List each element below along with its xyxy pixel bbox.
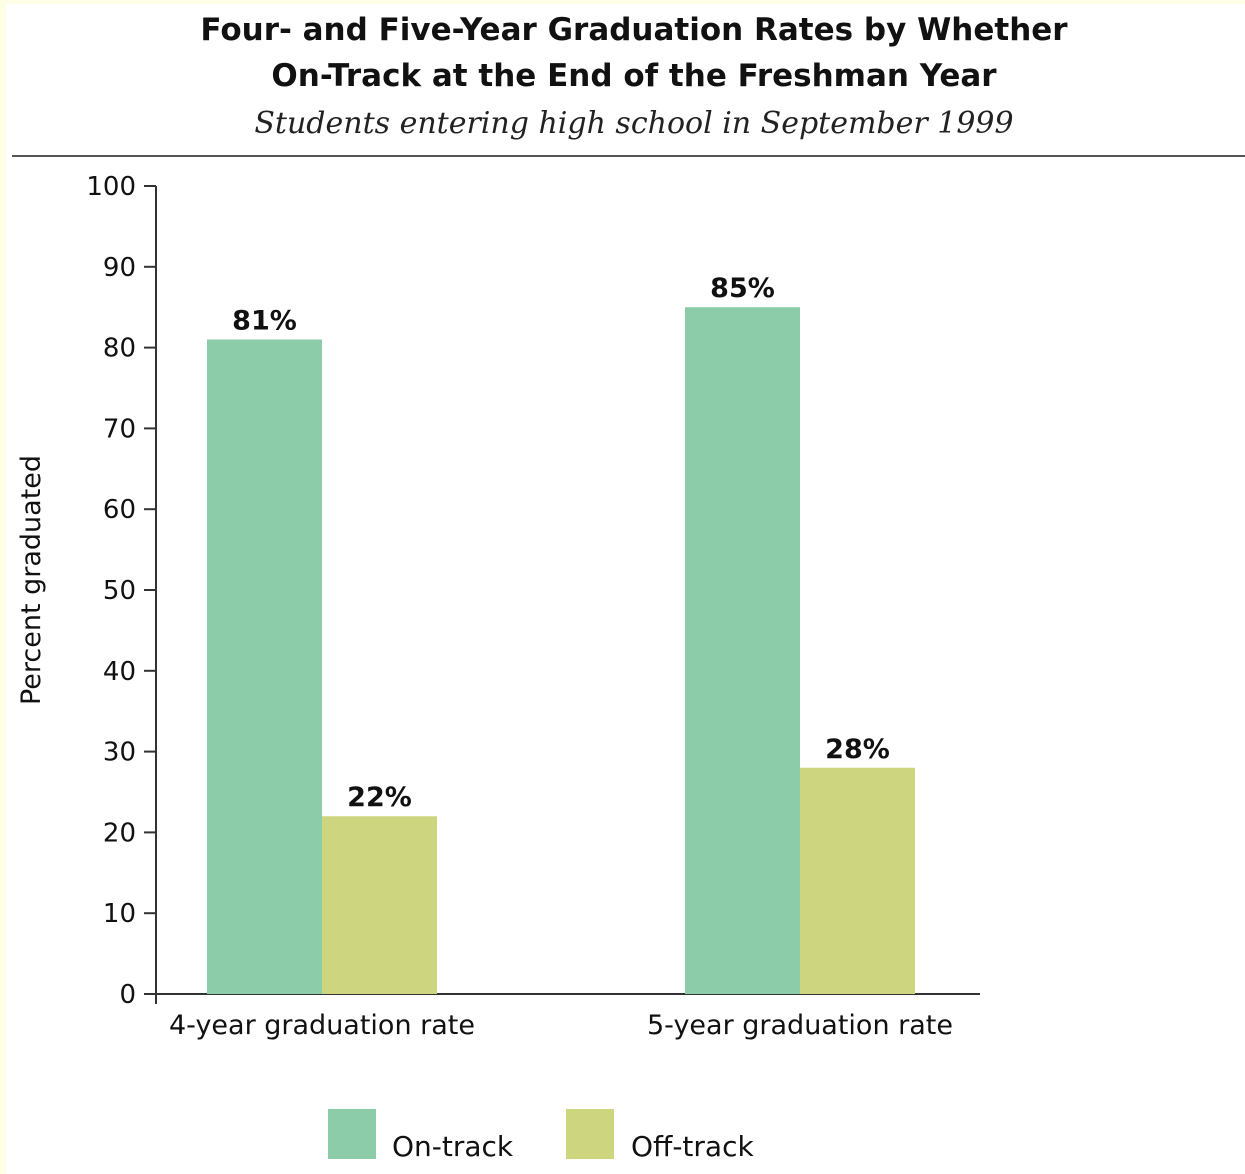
data-label-off-track-2: 28%: [825, 734, 890, 765]
data-label-on-track-1: 81%: [232, 306, 297, 337]
y-tick-label-20: 20: [103, 818, 136, 848]
y-tick-label-60: 60: [103, 495, 136, 525]
y-tick-label-30: 30: [103, 738, 136, 768]
plot-area: 0 10 20 30 40 50 60 70 80 90 100 81% 22% 4-year gradu…: [86, 172, 980, 1041]
category-label-2: 5-year graduation rate: [647, 1010, 953, 1041]
y-tick-label-80: 80: [103, 334, 136, 364]
y-axis-title: Percent graduated: [16, 455, 47, 705]
y-tick-label-50: 50: [103, 576, 136, 606]
category-label-1: 4-year graduation rate: [169, 1010, 475, 1041]
y-tick-label-40: 40: [103, 657, 136, 687]
data-label-on-track-2: 85%: [710, 273, 775, 304]
y-tick-label-100: 100: [86, 172, 136, 202]
y-tick-label-90: 90: [103, 253, 136, 283]
bar-on-track-2: [685, 307, 800, 994]
bar-off-track-2: [800, 767, 915, 994]
legend-label-on-track: On-track: [392, 1130, 514, 1163]
bar-on-track-1: [207, 339, 322, 994]
legend-swatch-on-track: [328, 1109, 376, 1159]
chart-panel: Four- and Five-Year Graduation Rates by …: [6, 4, 1245, 1174]
chart-title-line-1: Four- and Five-Year Graduation Rates by …: [200, 12, 1068, 48]
legend-swatch-off-track: [566, 1109, 614, 1159]
y-tick-label-10: 10: [103, 899, 136, 929]
legend-label-off-track: Off-track: [631, 1130, 754, 1163]
bar-chart: Four- and Five-Year Graduation Rates by …: [12, 12, 1245, 1163]
chart-title-line-2: On-Track at the End of the Freshman Year: [271, 58, 997, 94]
y-tick-label-70: 70: [103, 414, 136, 444]
legend: On-track Off-track: [328, 1109, 754, 1163]
bar-off-track-1: [322, 816, 437, 994]
y-tick-label-0: 0: [119, 980, 136, 1010]
chart-subtitle: Students entering high school in Septemb…: [254, 106, 1013, 141]
data-label-off-track-1: 22%: [347, 782, 412, 813]
